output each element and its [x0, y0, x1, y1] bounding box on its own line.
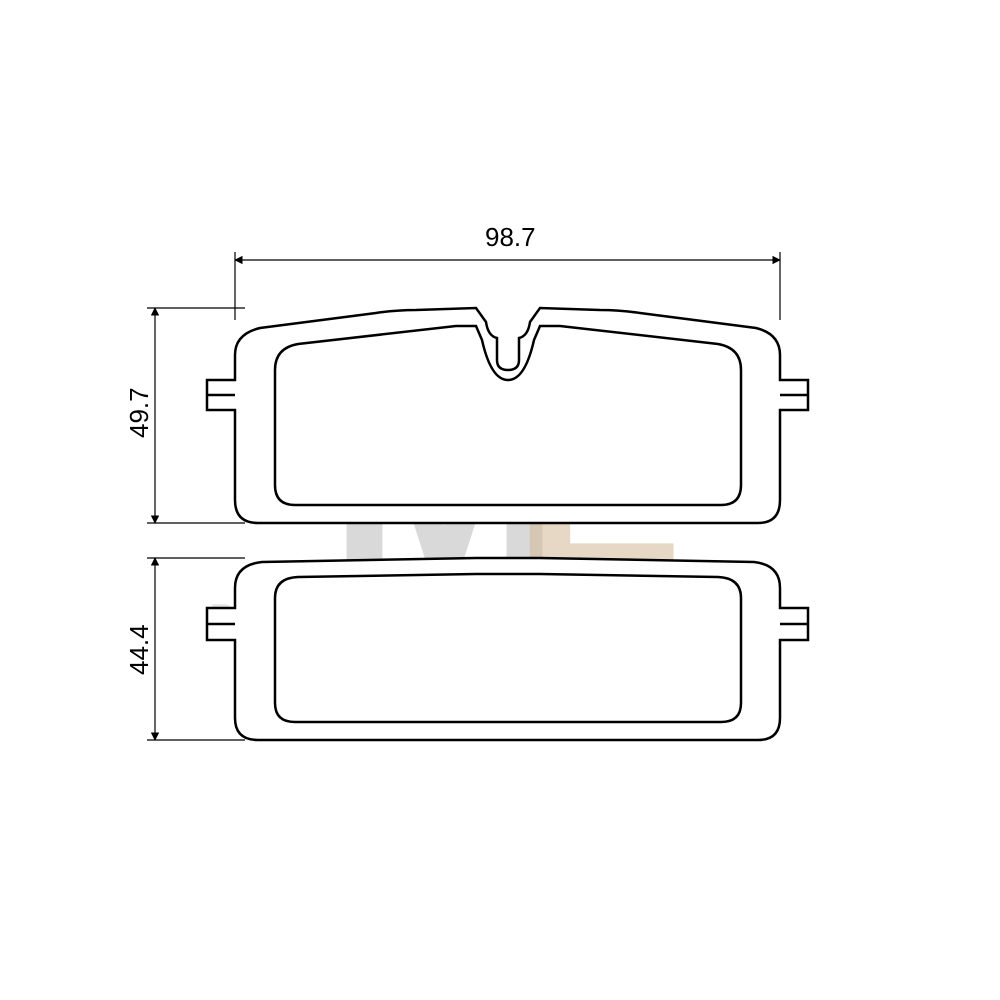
top-pad-outline [207, 308, 808, 523]
dim-width [235, 252, 780, 320]
dim-height-bottom [147, 558, 245, 740]
bottom-pad-outline [207, 558, 808, 740]
dim-height-top [147, 308, 245, 523]
drawing-svg [0, 0, 1000, 1000]
